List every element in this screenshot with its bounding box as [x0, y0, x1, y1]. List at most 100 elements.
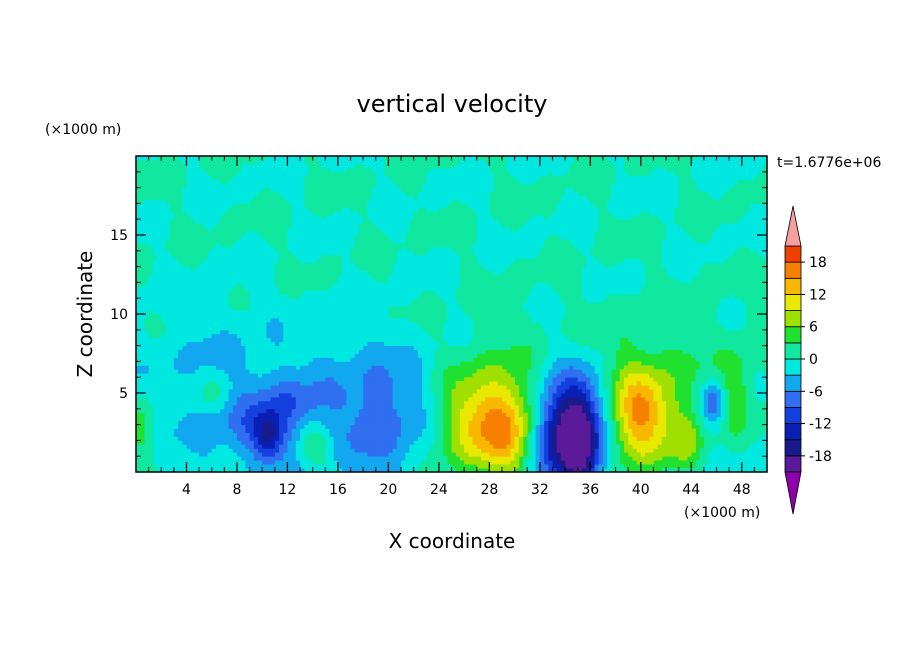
field-cell: [236, 333, 242, 339]
field-cell: [577, 416, 583, 422]
field-cell: [295, 452, 301, 457]
field-cell: [443, 333, 448, 339]
field-cell: [447, 333, 452, 339]
field-cell: [182, 448, 187, 453]
field-cell: [140, 464, 145, 469]
field-cell: [136, 456, 141, 461]
field-cell: [379, 408, 385, 414]
field-cell: [489, 416, 494, 422]
field-cell: [279, 333, 284, 339]
field-cell: [375, 357, 381, 362]
field-cell: [270, 424, 276, 429]
field-cell: [754, 432, 759, 437]
field-cell: [371, 361, 377, 366]
field-cell: [392, 396, 398, 402]
field-cell: [485, 412, 490, 418]
field-cell: [249, 345, 255, 350]
field-cell: [270, 353, 276, 358]
field-cell: [649, 393, 654, 398]
field-cell: [636, 404, 642, 410]
field-cell: [161, 393, 166, 398]
field-cell: [527, 456, 532, 461]
field-cell: [741, 452, 747, 457]
field-cell: [266, 448, 272, 453]
field-cell: [161, 333, 166, 339]
field-cell: [459, 452, 465, 457]
field-cell: [750, 353, 755, 358]
field-cell: [178, 369, 183, 374]
field-cell: [392, 341, 398, 346]
field-cell: [573, 361, 579, 366]
field-cell: [577, 377, 583, 382]
field-cell: [215, 444, 221, 449]
field-cell: [371, 428, 377, 433]
field-cell: [430, 345, 436, 350]
field-cell: [695, 408, 701, 414]
field-cell: [598, 444, 604, 449]
field-cell: [354, 357, 360, 362]
field-cell: [300, 444, 305, 449]
field-cell: [392, 460, 398, 465]
field-cell: [367, 400, 372, 406]
field-cell: [295, 325, 301, 331]
field-cell: [207, 428, 213, 433]
field-cell: [266, 404, 272, 410]
field-cell: [291, 432, 297, 437]
field-cell: [590, 325, 595, 331]
field-cell: [392, 377, 398, 382]
field-cell: [215, 404, 221, 410]
field-cell: [215, 361, 221, 366]
field-cell: [666, 389, 671, 394]
field-cell: [173, 381, 179, 386]
field-cell: [754, 329, 759, 335]
field-cell: [346, 385, 351, 390]
field-cell: [316, 377, 322, 382]
field-cell: [619, 373, 625, 378]
field-cell: [304, 345, 309, 350]
field-cell: [586, 341, 591, 346]
field-cell: [459, 393, 465, 398]
field-cell: [329, 361, 335, 366]
field-cell: [396, 468, 402, 472]
field-cell: [552, 468, 558, 472]
field-cell: [615, 381, 621, 386]
field-cell: [438, 337, 444, 343]
field-cell: [497, 416, 503, 422]
field-cell: [287, 432, 293, 437]
field-cell: [586, 396, 591, 402]
field-cell: [653, 456, 659, 461]
field-cell: [586, 345, 591, 350]
field-cell: [594, 428, 600, 433]
field-cell: [287, 440, 293, 445]
field-cell: [480, 349, 486, 354]
field-cell: [144, 412, 150, 418]
field-cell: [594, 365, 600, 370]
field-cell: [443, 341, 448, 346]
field-cell: [501, 424, 507, 429]
field-cell: [169, 420, 175, 425]
field-cell: [236, 452, 242, 457]
field-cell: [249, 444, 255, 449]
field-cell: [531, 464, 537, 469]
field-cell: [405, 393, 410, 398]
field-cell: [712, 345, 717, 350]
field-cell: [451, 341, 457, 346]
field-cell: [733, 444, 738, 449]
field-cell: [754, 436, 759, 441]
field-cell: [253, 444, 259, 449]
field-cell: [451, 325, 457, 331]
field-cell: [401, 468, 406, 472]
field-cell: [274, 444, 280, 449]
field-cell: [489, 456, 494, 461]
field-cell: [342, 452, 347, 457]
field-cell: [556, 428, 562, 433]
field-cell: [699, 377, 705, 382]
field-cell: [215, 369, 221, 374]
field-cell: [367, 468, 372, 472]
field-cell: [569, 444, 574, 449]
field-cell: [236, 468, 242, 472]
field-cell: [274, 361, 280, 366]
field-cell: [455, 333, 461, 339]
field-cell: [220, 424, 225, 429]
field-cell: [291, 373, 297, 378]
